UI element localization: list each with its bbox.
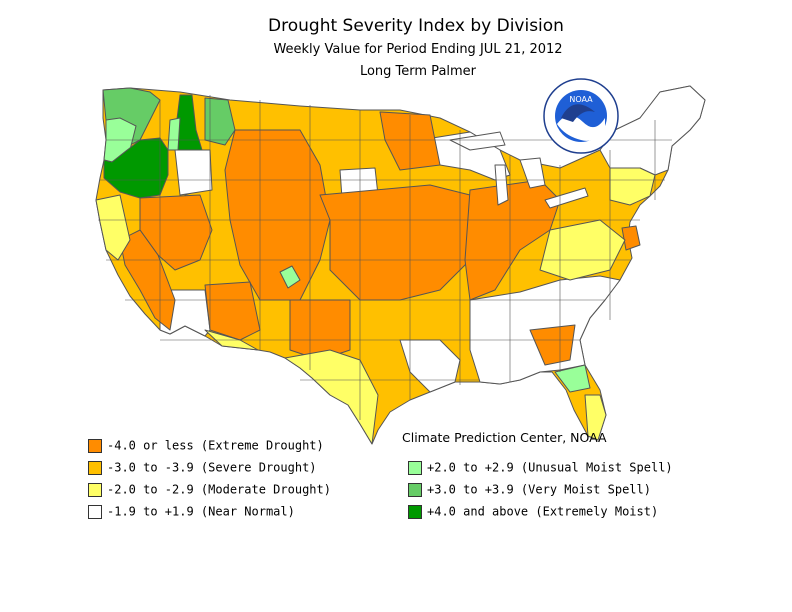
map-subtitle-index: Long Term Palmer — [359, 64, 477, 79]
legend-item: -2.0 to -2.9 (Moderate Drought) — [88, 481, 331, 497]
legend-label: +2.0 to +2.9 (Unusual Moist Spell) — [427, 460, 673, 475]
legend-item: +2.0 to +2.9 (Unusual Moist Spell) — [408, 459, 673, 475]
legend-item: -4.0 or less (Extreme Drought) — [88, 437, 324, 453]
lake-erie — [544, 187, 589, 209]
legend-swatch — [88, 504, 102, 519]
credit-text: Climate Prediction Center, NOAA — [402, 430, 607, 445]
legend-swatch — [408, 460, 422, 475]
florida-north-unusual-moist — [554, 364, 591, 393]
legend-label: +4.0 and above (Extremely Moist) — [427, 504, 659, 519]
legend-swatch — [88, 482, 102, 497]
montana-west-very-moist — [204, 97, 236, 146]
legend-label: +3.0 to +3.9 (Very Moist Spell) — [427, 482, 651, 497]
legend-item: +3.0 to +3.9 (Very Moist Spell) — [408, 481, 651, 497]
maryland-extreme-drought — [621, 225, 641, 251]
lake-huron — [519, 157, 546, 189]
northeast-moderate-drought — [609, 167, 656, 206]
map-title: Drought Severity Index by Division — [268, 16, 564, 36]
california-extreme-drought — [119, 229, 176, 331]
arizona-extreme-drought — [204, 281, 261, 341]
florida-moderate-drought — [584, 394, 607, 441]
division-boundaries — [98, 95, 672, 420]
west-texas-moderate-drought — [284, 349, 379, 445]
legend-label: -1.9 to +1.9 (Near Normal) — [107, 504, 295, 519]
legend-swatch — [88, 460, 102, 475]
legend-item: +4.0 and above (Extremely Moist) — [408, 503, 658, 519]
colorado-unusual-moist — [279, 265, 301, 289]
idaho-unusual-moist — [167, 117, 181, 151]
legend-item: -3.0 to -3.9 (Severe Drought) — [88, 459, 317, 475]
midwest-extreme-drought — [464, 179, 561, 301]
noaa-logo: NOAA — [543, 78, 619, 154]
legend-swatch — [408, 504, 422, 519]
new-mexico-extreme-drought — [289, 299, 351, 361]
idaho-south-near-normal — [174, 149, 213, 196]
map-subtitle: Weekly Value for Period Ending JUL 21, 2… — [273, 42, 563, 57]
legend-label: -2.0 to -2.9 (Moderate Drought) — [107, 482, 331, 497]
lake-superior — [449, 131, 506, 151]
us-outline — [95, 85, 706, 445]
legend-item: -1.9 to +1.9 (Near Normal) — [88, 503, 295, 519]
legend-label: -3.0 to -3.9 (Severe Drought) — [107, 460, 317, 475]
legend-swatch — [88, 438, 102, 453]
legend-swatch — [408, 482, 422, 497]
noaa-logo-text: NOAA — [569, 95, 593, 104]
legend-label: -4.0 or less (Extreme Drought) — [107, 438, 324, 453]
lake-michigan — [494, 164, 509, 206]
